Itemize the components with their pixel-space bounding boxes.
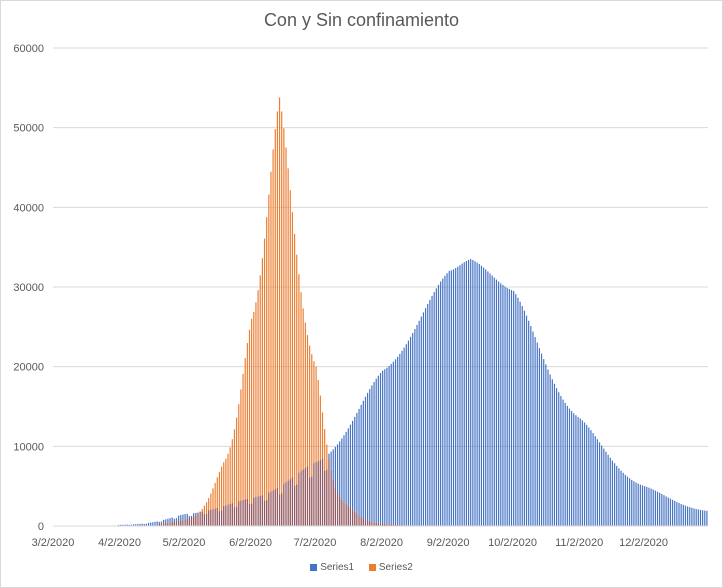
x-tick-label: 10/2/2020 — [488, 537, 537, 549]
x-tick-label: 3/2/2020 — [32, 537, 75, 549]
legend-label: Series1 — [320, 562, 355, 573]
y-axis-ticks: 0 10000 20000 30000 40000 50000 60000 — [13, 43, 44, 533]
series2-swatch-icon — [368, 564, 376, 571]
chart-title: Con y Sin confinamiento — [263, 10, 460, 30]
x-axis-ticks: 3/2/2020 4/2/2020 5/2/2020 6/2/2020 7/2/2020… — [32, 537, 668, 549]
legend-item-series2[interactable]: Series2 — [368, 562, 413, 573]
y-tick-label: 60000 — [13, 43, 44, 55]
series2-bars — [158, 97, 401, 527]
y-tick-label: 30000 — [13, 282, 44, 294]
series1-swatch-icon — [310, 564, 318, 571]
legend-label: Series2 — [378, 562, 413, 573]
x-tick-label: 5/2/2020 — [163, 537, 206, 549]
y-tick-label: 50000 — [13, 123, 44, 135]
y-tick-label: 40000 — [13, 202, 44, 214]
x-tick-label: 11/2/2020 — [555, 537, 603, 549]
x-tick-label: 4/2/2020 — [98, 537, 141, 549]
x-tick-label: 6/2/2020 — [229, 537, 272, 549]
y-tick-label: 20000 — [13, 362, 44, 374]
x-tick-label: 7/2/2020 — [294, 537, 337, 549]
y-tick-label: 10000 — [13, 441, 44, 453]
series1-bars — [117, 259, 708, 526]
y-tick-label: 0 — [38, 521, 44, 533]
x-tick-label: 8/2/2020 — [360, 537, 403, 549]
legend: Series1 Series2 — [0, 562, 723, 574]
overlap-bars — [158, 458, 401, 526]
legend-item-series1[interactable]: Series1 — [310, 562, 354, 573]
x-tick-label: 12/2/2020 — [619, 537, 668, 549]
x-tick-label: 9/2/2020 — [427, 537, 470, 549]
